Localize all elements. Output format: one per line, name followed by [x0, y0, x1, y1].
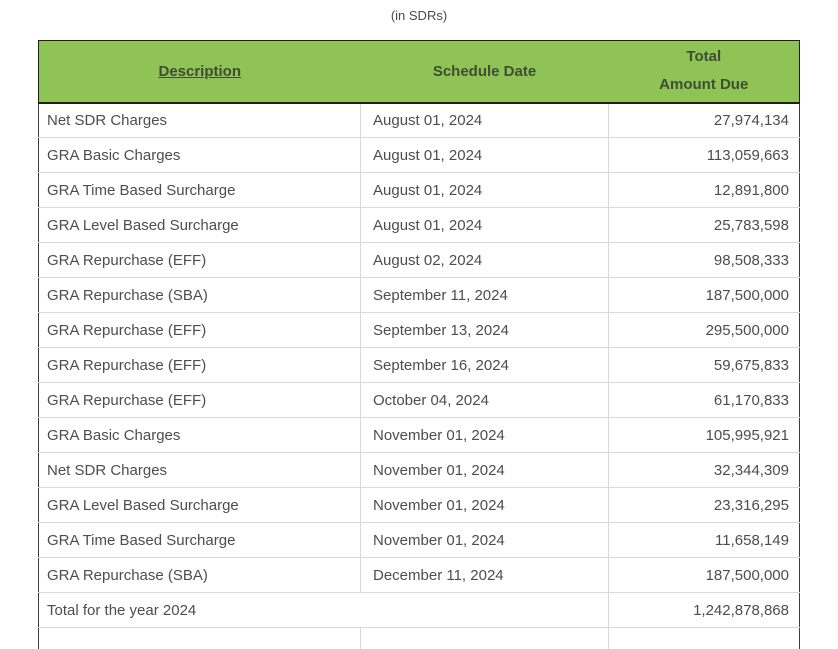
amount-cell: 23,316,295: [608, 487, 800, 523]
table-row: GRA Basic Charges August 01, 2024 113,059,…: [38, 137, 800, 173]
payments-table: Description Schedule Date Total Amount D…: [38, 40, 800, 649]
table-row: GRA Level Based Surcharge August 01, 2024…: [38, 207, 800, 243]
description-cell: GRA Repurchase (EFF): [38, 382, 361, 418]
schedule-date-cell: August 02, 2024: [360, 242, 609, 278]
schedule-date-cell: November 01, 2024: [360, 522, 609, 558]
schedule-date-cell: August 01, 2024: [360, 137, 609, 173]
table-row: GRA Time Based Surcharge August 01, 2024 1…: [38, 172, 800, 208]
amount-cell: 59,675,833: [608, 347, 800, 383]
description-cell: GRA Repurchase (SBA): [38, 557, 361, 593]
table-body: Net SDR Charges August 01, 2024 27,974,134…: [38, 102, 800, 593]
schedule-date-cell: August 01, 2024: [360, 102, 609, 138]
table-row: GRA Time Based Surcharge November 01, 202…: [38, 522, 800, 558]
description-cell: GRA Repurchase (EFF): [38, 312, 361, 348]
description-cell: Net SDR Charges: [38, 102, 361, 138]
table-row: Net SDR Charges August 01, 2024 27,974,134: [38, 102, 800, 138]
schedule-date-cell: September 11, 2024: [360, 277, 609, 313]
schedule-date-cell: November 01, 2024: [360, 487, 609, 523]
table-header: Description Schedule Date Total Amount D…: [38, 40, 800, 104]
table-row: GRA Level Based Surcharge November 01, 20…: [38, 487, 800, 523]
table-row: GRA Repurchase (SBA) December 11, 2024 187…: [38, 557, 800, 593]
column-header-total-line1: Total: [686, 48, 722, 66]
schedule-date-cell: September 13, 2024: [360, 312, 609, 348]
column-header-schedule-date: Schedule Date: [360, 40, 609, 104]
description-cell: GRA Level Based Surcharge: [38, 487, 361, 523]
description-cell: GRA Basic Charges: [38, 137, 361, 173]
schedule-date-cell: August 01, 2024: [360, 207, 609, 243]
table-row: GRA Repurchase (SBA) September 11, 2024 18…: [38, 277, 800, 313]
amount-cell: 11,658,149: [608, 522, 800, 558]
amount-cell: 61,170,833: [608, 382, 800, 418]
amount-cell: 32,344,309: [608, 452, 800, 488]
amount-cell: 187,500,000: [608, 277, 800, 313]
table-row: GRA Repurchase (EFF) October 04, 2024 61,1…: [38, 382, 800, 418]
amount-cell: 113,059,663: [608, 137, 800, 173]
schedule-date-cell: December 11, 2024: [360, 557, 609, 593]
table-row: Net SDR Charges November 01, 2024 32,344,3…: [38, 452, 800, 488]
column-header-total-amount-due: Total Amount Due: [608, 40, 800, 104]
total-amount-cell: 1,242,878,868: [608, 592, 800, 628]
description-cell: GRA Time Based Surcharge: [38, 172, 361, 208]
schedule-date-cell: November 01, 2024: [360, 452, 609, 488]
description-cell: GRA Repurchase (EFF): [38, 347, 361, 383]
table-row: GRA Repurchase (EFF) August 02, 2024 98,50…: [38, 242, 800, 278]
table-row: GRA Repurchase (EFF) September 16, 2024 59…: [38, 347, 800, 383]
description-cell: GRA Level Based Surcharge: [38, 207, 361, 243]
amount-cell: 98,508,333: [608, 242, 800, 278]
total-row: Total for the year 2024 1,242,878,868: [38, 592, 800, 628]
empty-amount-cell: [608, 627, 800, 649]
empty-row: [38, 627, 800, 649]
amount-cell: 25,783,598: [608, 207, 800, 243]
table-footer: Total for the year 2024 1,242,878,868: [38, 592, 800, 649]
column-header-description: Description: [38, 40, 361, 104]
amount-cell: 295,500,000: [608, 312, 800, 348]
description-cell: GRA Basic Charges: [38, 417, 361, 453]
page-title: (in SDRs): [390, 8, 448, 23]
total-label-cell: Total for the year 2024: [38, 592, 609, 628]
schedule-date-cell: October 04, 2024: [360, 382, 609, 418]
schedule-date-cell: August 01, 2024: [360, 172, 609, 208]
description-cell: GRA Repurchase (EFF): [38, 242, 361, 278]
schedule-date-cell: September 16, 2024: [360, 347, 609, 383]
description-cell: Net SDR Charges: [38, 452, 361, 488]
schedule-date-cell: November 01, 2024: [360, 417, 609, 453]
amount-cell: 187,500,000: [608, 557, 800, 593]
amount-cell: 12,891,800: [608, 172, 800, 208]
header-row: Description Schedule Date Total Amount D…: [38, 40, 800, 104]
description-cell: GRA Time Based Surcharge: [38, 522, 361, 558]
table-row: GRA Basic Charges November 01, 2024 105,99…: [38, 417, 800, 453]
description-sort-link[interactable]: Description: [158, 62, 241, 80]
payments-table-container: Description Schedule Date Total Amount D…: [38, 40, 800, 649]
column-header-total-line2: Amount Due: [659, 76, 749, 94]
empty-description-cell: [38, 627, 361, 649]
empty-schedule-date-cell: [360, 627, 609, 649]
table-row: GRA Repurchase (EFF) September 13, 2024 29…: [38, 312, 800, 348]
amount-cell: 105,995,921: [608, 417, 800, 453]
amount-cell: 27,974,134: [608, 102, 800, 138]
description-cell: GRA Repurchase (SBA): [38, 277, 361, 313]
